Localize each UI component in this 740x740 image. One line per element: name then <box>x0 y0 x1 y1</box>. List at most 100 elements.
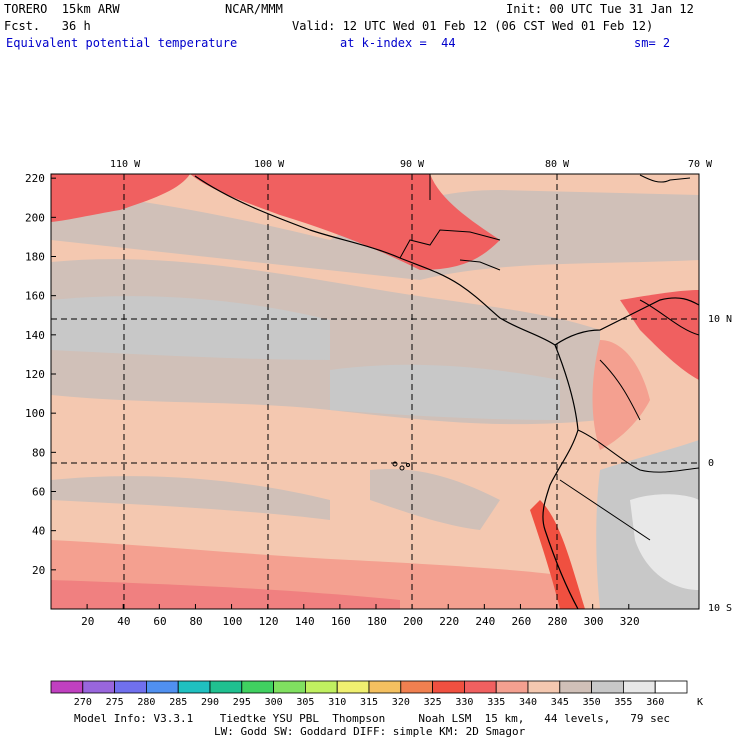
valid-time: Valid: 12 UTC Wed 01 Feb 12 (06 CST Wed … <box>292 19 654 33</box>
country-borders-south <box>559 359 699 541</box>
x-tick-label: 200 <box>403 615 423 628</box>
colorbar-label: 340 <box>519 697 537 708</box>
colorbar-label: 280 <box>137 697 155 708</box>
colorbar-label: 310 <box>328 697 346 708</box>
y-tick-label: 140 <box>25 329 45 342</box>
x-tick-label: 320 <box>620 615 640 628</box>
field-warm-venezuela <box>620 290 699 380</box>
x-axis-ticks: 20 40 60 80 100 120 140 160 180 200 220 240 260 280 30… <box>81 604 640 628</box>
colorbar-swatch <box>177 680 211 694</box>
galapagos-island-2 <box>399 465 405 471</box>
y-tick-label: 180 <box>25 251 45 264</box>
colorbar-label: 315 <box>360 697 378 708</box>
model-name: TORERO 15km ARW <box>4 2 120 16</box>
field-cool-amazon-core <box>630 494 699 590</box>
x-tick-label: 300 <box>584 615 604 628</box>
x-tick-label: 60 <box>153 615 166 628</box>
colorbar-label: 330 <box>455 697 473 708</box>
init-time: Init: 00 UTC Tue 31 Jan 12 <box>506 2 694 16</box>
colorbar-swatch <box>304 680 338 694</box>
colorbar-label: 270 <box>74 697 92 708</box>
y-tick-label: 160 <box>25 290 45 303</box>
lon-label-100w: 100 W <box>254 159 285 170</box>
colorbar <box>50 680 688 694</box>
colorbar-swatch <box>50 680 84 694</box>
colorbar-swatch <box>241 680 275 694</box>
x-tick-label: 280 <box>548 615 568 628</box>
lat-label-10n: 10 N <box>708 314 732 325</box>
lon-labels: 110 W 100 W 90 W 80 W 70 W <box>110 159 713 170</box>
x-tick-label: 160 <box>331 615 351 628</box>
x-tick-label: 180 <box>367 615 387 628</box>
lon-label-80w: 80 W <box>545 159 570 170</box>
colorbar-swatch <box>654 680 688 694</box>
x-tick-label: 40 <box>117 615 130 628</box>
colorbar-swatch <box>432 680 465 694</box>
colorbar-label: 305 <box>296 697 314 708</box>
lon-label-70w: 70 W <box>688 159 713 170</box>
colorbar-swatch <box>145 680 179 694</box>
country-borders-north <box>399 174 501 271</box>
colorbar-swatch <box>463 680 497 694</box>
y-tick-label: 200 <box>25 211 45 224</box>
footer-model-info: Model Info: V3.3.1 Tiedtke YSU PBL Thomp… <box>74 712 671 725</box>
coastline-central-america <box>194 175 699 346</box>
colorbar-swatch <box>527 680 561 694</box>
galapagos-island-1 <box>392 461 398 467</box>
field-band-lightgray-1 <box>51 296 330 360</box>
colorbar-label: 325 <box>424 697 442 708</box>
colorbar-label: 320 <box>392 697 410 708</box>
colorbar-label: 360 <box>646 697 664 708</box>
x-tick-label: 100 <box>223 615 243 628</box>
x-tick-label: 120 <box>259 615 279 628</box>
country-borders-east <box>639 299 699 336</box>
colorbar-label: 350 <box>583 697 601 708</box>
footer-physics-info: LW: Godd SW: Goddard DIFF: simple KM: 2D… <box>214 725 526 738</box>
lat-label-0: 0 <box>708 458 714 469</box>
field-band-lightgray-2 <box>330 364 560 420</box>
field-name: Equivalent potential temperature <box>6 36 238 50</box>
colorbar-swatch <box>273 680 306 694</box>
lat-labels: 10 N 0 10 S <box>708 314 732 614</box>
y-tick-label: 100 <box>25 407 45 420</box>
y-tick-label: 40 <box>32 525 45 538</box>
field-warm-nw <box>51 174 190 222</box>
y-tick-label: 60 <box>32 486 45 499</box>
y-axis-ticks: 20 40 60 80 100 120 140 160 180 200 220 <box>25 172 56 577</box>
colorbar-swatch <box>623 680 656 694</box>
coastline-caribbean <box>639 174 691 183</box>
colorbar-label: 355 <box>614 697 632 708</box>
colorbar-swatch <box>368 680 402 694</box>
smoothing-info: sm= 2 <box>634 36 671 50</box>
galapagos-island-3 <box>406 463 410 467</box>
field-band-gray-4 <box>370 469 500 530</box>
x-tick-label: 80 <box>189 615 202 628</box>
coastline-south-america-west <box>542 344 579 609</box>
graticule <box>51 174 699 609</box>
colorbar-label: 335 <box>487 697 505 708</box>
colorbar-label: 300 <box>265 697 283 708</box>
y-tick-label: 220 <box>25 172 45 185</box>
map-frame <box>50 173 700 610</box>
x-tick-label: 140 <box>295 615 315 628</box>
lon-label-110w: 110 W <box>110 159 141 170</box>
lat-label-10s: 10 S <box>708 603 732 614</box>
y-tick-label: 120 <box>25 368 45 381</box>
x-tick-label: 240 <box>475 615 495 628</box>
colorbar-swatch <box>495 680 529 694</box>
x-tick-label: 220 <box>439 615 459 628</box>
colorbar-swatch <box>82 680 116 694</box>
field-band-gray-3 <box>51 476 330 520</box>
colorbar-label: 290 <box>201 697 219 708</box>
colorbar-swatch <box>559 680 592 694</box>
colorbar-unit: K <box>697 697 703 708</box>
level-info: at k-index = 44 <box>340 36 456 50</box>
lon-label-90w: 90 W <box>400 159 425 170</box>
colorbar-labels: 270 275 280 285 290 295 300 305 310 315 320 325 330 3… <box>74 697 703 708</box>
x-tick-label: 20 <box>81 615 94 628</box>
x-tick-label: 260 <box>511 615 531 628</box>
colorbar-swatch <box>209 680 243 694</box>
colorbar-label: 295 <box>233 697 251 708</box>
colorbar-label: 345 <box>551 697 569 708</box>
